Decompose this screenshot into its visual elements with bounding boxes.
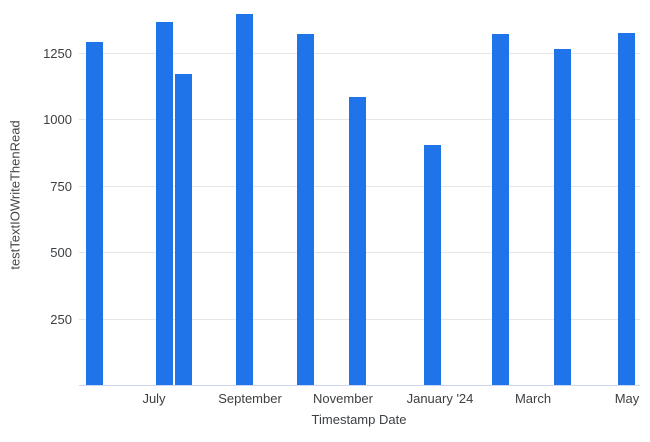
x-axis-baseline [79, 385, 640, 386]
x-tick-label: September [218, 391, 282, 406]
x-tick-label: July [142, 391, 166, 406]
x-tick-label: May [614, 391, 640, 406]
y-tick-label: 1250 [43, 45, 72, 61]
x-tick-label: January '24 [406, 391, 474, 406]
bar[interactable] [617, 32, 635, 385]
x-tick-label: March [514, 391, 552, 406]
x-axis-title: Timestamp Date [311, 412, 407, 427]
bar[interactable] [553, 48, 571, 385]
y-tick-label: 1000 [43, 112, 72, 128]
bar[interactable] [349, 96, 366, 385]
bar[interactable] [492, 34, 509, 385]
y-tick-label: 500 [50, 245, 72, 261]
y-tick-label: 250 [50, 311, 72, 327]
bar[interactable] [86, 42, 103, 385]
bar[interactable] [236, 14, 253, 385]
x-tick-label: November [313, 391, 373, 406]
bar[interactable] [423, 144, 441, 385]
bar[interactable] [156, 22, 173, 385]
y-tick-label: 750 [50, 178, 72, 194]
bar[interactable] [174, 74, 192, 385]
bar[interactable] [296, 34, 314, 385]
